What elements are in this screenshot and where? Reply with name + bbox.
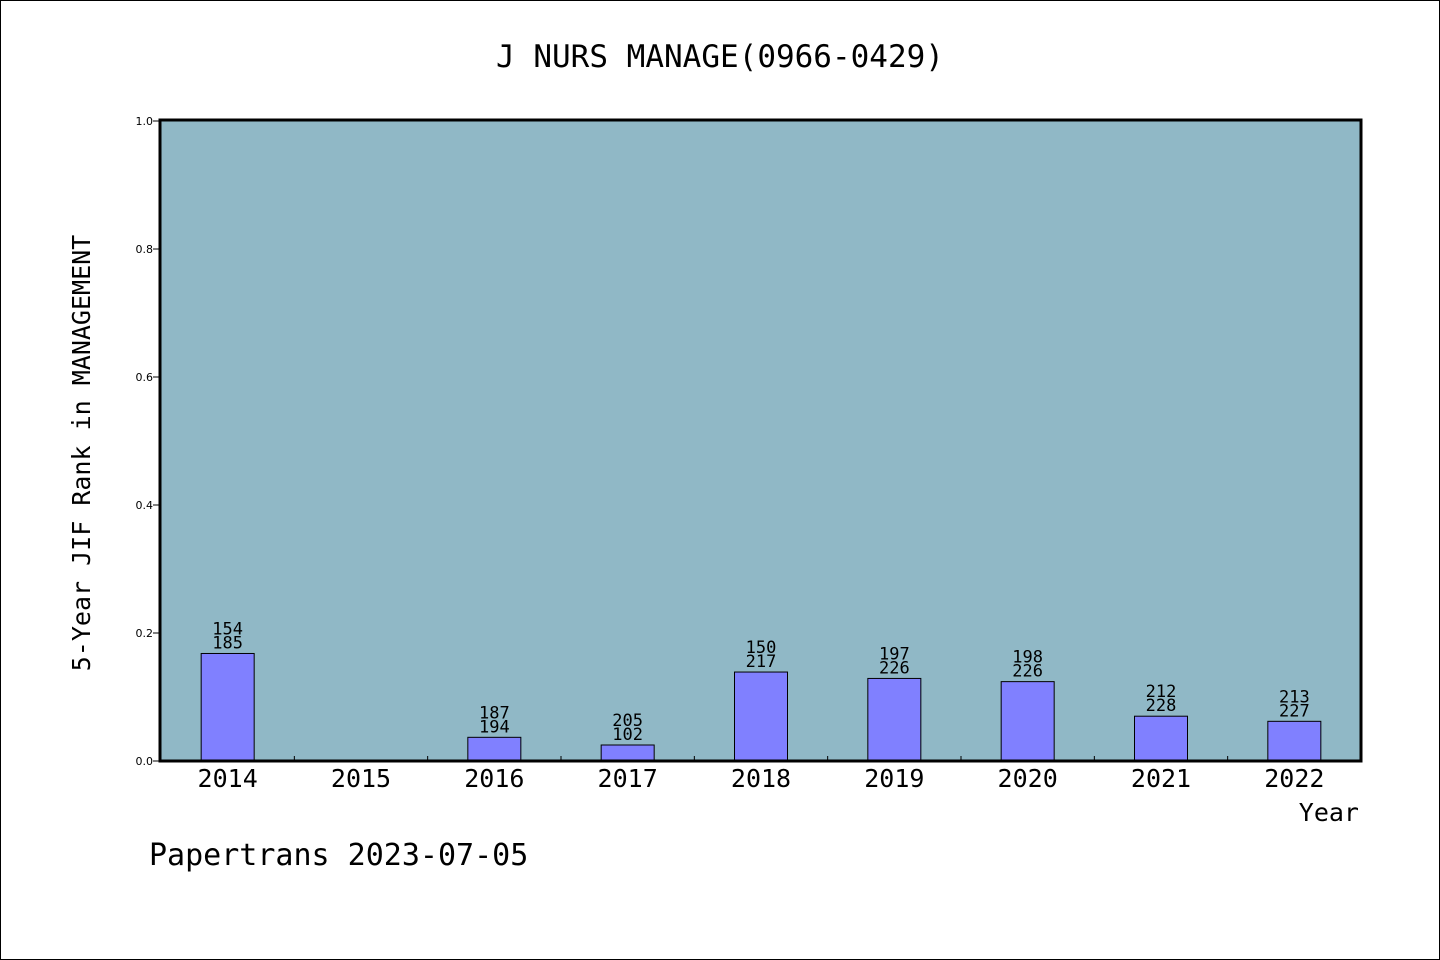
bar-2014: [200, 652, 255, 762]
bar-2019: [867, 677, 922, 762]
x-tick-label: 2014: [198, 764, 258, 793]
bar-label-total: 217: [746, 652, 777, 672]
bar-label-rank: 187: [479, 703, 510, 723]
x-tick-label: 2016: [464, 764, 524, 793]
bar-label-total: 226: [1012, 662, 1043, 682]
x-tick-label: 2021: [1131, 764, 1191, 793]
plot-border: [158, 118, 1363, 763]
bar-label-rank: 150: [746, 638, 777, 658]
x-tick-label: 2019: [864, 764, 924, 793]
footer-credit: Papertrans 2023-07-05: [149, 838, 528, 873]
x-axis-ticks: 2014 2015 2016 2017 2018 2019 2020 2021 2022: [198, 756, 1324, 793]
bar-label-total: 226: [879, 658, 910, 678]
y-axis-ticks: 0.0 0.2 0.4 0.6 0.8 1.0: [136, 115, 161, 768]
y-axis-label: 5-Year JIF Rank in MANAGEMENT: [67, 235, 96, 672]
bar-2022: [1267, 720, 1322, 762]
bar-label-total: 185: [212, 633, 243, 653]
bar-label-rank: 154: [212, 619, 243, 639]
bar-label-rank: 213: [1279, 687, 1310, 707]
bar-label-rank: 205: [612, 711, 643, 731]
bar-2021: [1134, 715, 1188, 762]
bar-label-rank: 197: [879, 644, 910, 664]
bar-label-rank: 198: [1012, 648, 1043, 668]
plot-area: [158, 118, 1363, 763]
y-tick-label: 0.8: [136, 243, 154, 256]
bar-2017: [600, 744, 655, 762]
bar-2020: [1000, 681, 1055, 762]
bar-label-rank: 212: [1146, 682, 1177, 702]
y-tick-label: 0.0: [136, 755, 154, 768]
y-tick-label: 0.2: [136, 627, 154, 640]
y-tick-label: 0.6: [136, 371, 154, 384]
chart-title: J NURS MANAGE(0966-0429): [496, 39, 944, 75]
x-tick-label: 2017: [598, 764, 658, 793]
x-tick-label: 2015: [331, 764, 391, 793]
bar-label-total: 227: [1279, 701, 1310, 721]
y-tick-label: 0.4: [136, 499, 154, 512]
bar-label-total: 102: [612, 725, 643, 745]
bars: [200, 652, 1322, 762]
bar-label-total: 228: [1146, 696, 1177, 716]
x-axis-label: Year: [1299, 798, 1359, 827]
x-tick-label: 2022: [1264, 764, 1324, 793]
bar-2016: [467, 736, 522, 762]
bar-2018: [734, 671, 788, 762]
x-tick-label: 2020: [998, 764, 1058, 793]
bar-label-total: 194: [479, 717, 510, 737]
x-tick-label: 2018: [731, 764, 791, 793]
y-tick-label: 1.0: [136, 115, 154, 128]
